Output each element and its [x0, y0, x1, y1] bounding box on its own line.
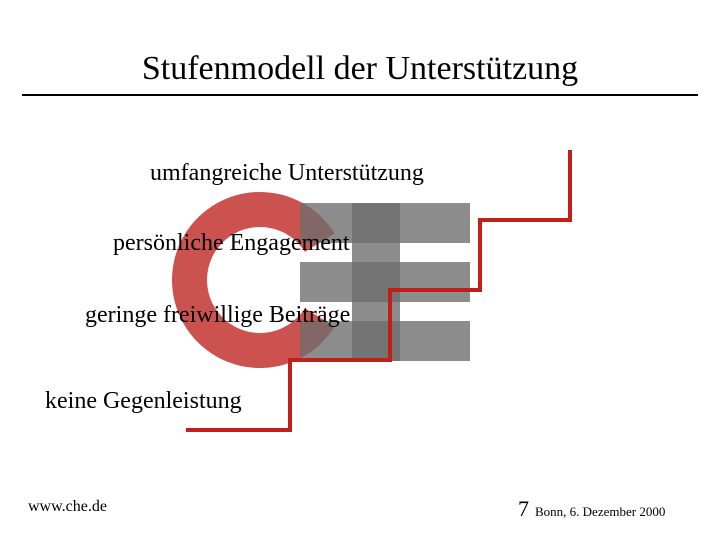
- slide: Stufenmodell der Unterstützung umfangrei…: [0, 0, 720, 540]
- title-underline: [22, 94, 698, 96]
- step-label-0: umfangreiche Unterstützung: [150, 160, 424, 187]
- step-label-2: geringe freiwillige Beiträge: [85, 302, 350, 329]
- step-label-1: persönliche Engagement: [113, 230, 350, 257]
- footer-meta: 7 Bonn, 6. Dezember 2000: [518, 496, 665, 522]
- footer-date: Bonn, 6. Dezember 2000: [535, 504, 665, 520]
- slide-title: Stufenmodell der Unterstützung: [0, 50, 720, 88]
- page-number: 7: [518, 496, 529, 522]
- footer-url: www.che.de: [28, 498, 107, 516]
- step-label-3: keine Gegenleistung: [45, 388, 242, 415]
